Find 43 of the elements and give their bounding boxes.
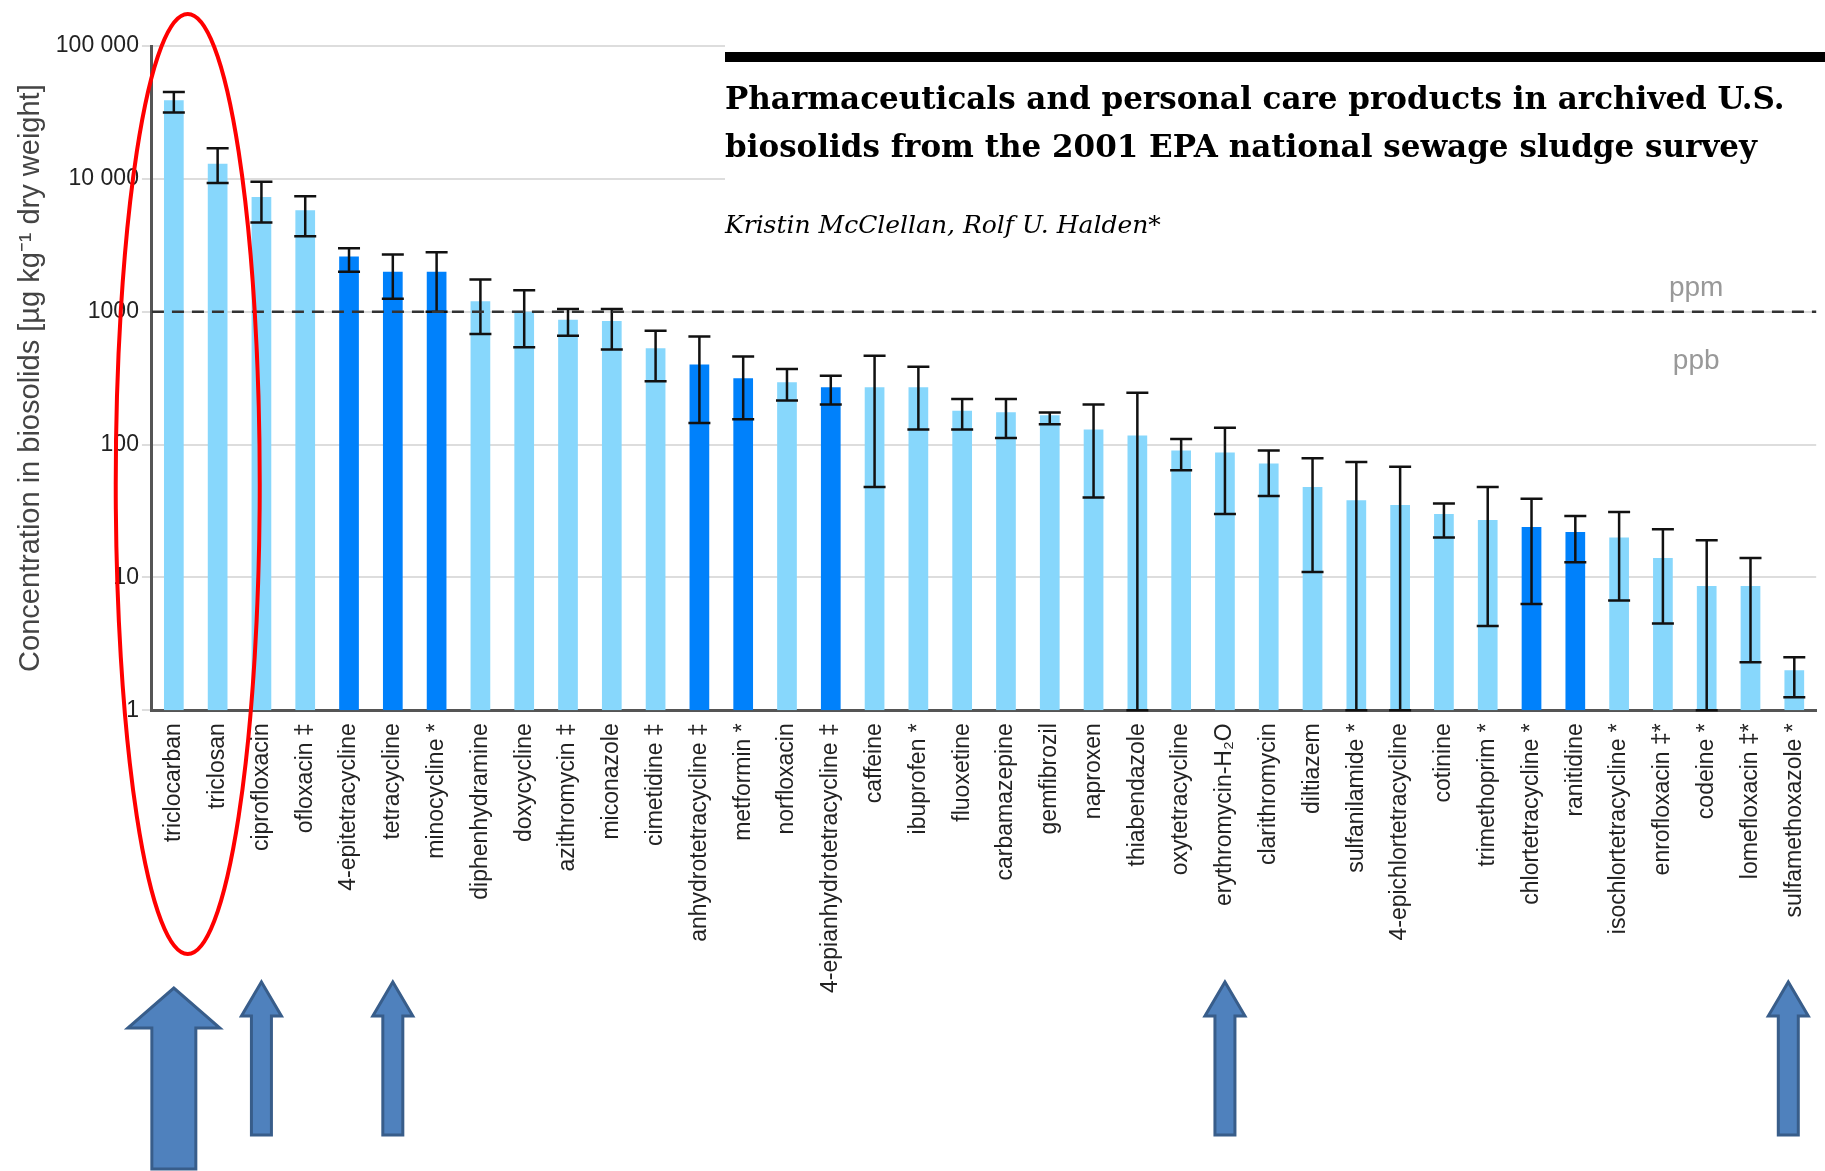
- y-tick-label: 100 000: [55, 31, 139, 58]
- x-tick-label: 4-epitetracycline: [334, 723, 361, 891]
- x-tick-label: norfloxacin: [772, 723, 799, 835]
- x-tick-label: tetracycline: [378, 723, 405, 840]
- x-tick-label: caffeine: [859, 723, 886, 804]
- x-tick-label: cimetidine ‡: [640, 723, 667, 846]
- x-tick-label: fluoxetine: [947, 723, 974, 822]
- x-tick-label: naproxen: [1078, 723, 1105, 820]
- x-tick-label: 4-epichlortetracycline: [1385, 723, 1412, 941]
- ref-line-label: ppm: [1668, 270, 1724, 302]
- x-tick-label: chlortetracycline *: [1516, 723, 1543, 905]
- x-tick-label: codeine *: [1692, 723, 1719, 820]
- x-tick-label: enrofloxacin ‡*: [1648, 723, 1675, 876]
- x-tick-label: gemfibrozil: [1035, 723, 1062, 835]
- y-axis-title: Concentration in biosolids [µg kg⁻¹ dry weight]: [13, 84, 46, 672]
- x-tick-label: azithromycin ‡: [553, 723, 580, 872]
- x-tick-label: thiabendazole: [1122, 723, 1149, 867]
- x-tick-label: doxycycline: [509, 723, 536, 843]
- x-tick-label: 4-epianhydrotetracycline ‡: [816, 723, 843, 994]
- x-tick-label: carbamazepine: [991, 723, 1018, 881]
- x-tick-label: diphenhydramine: [465, 723, 492, 900]
- x-tick-label: sulfamethoxazole *: [1779, 723, 1806, 918]
- x-tick-label: ranitidine: [1560, 723, 1587, 817]
- x-tick-label: ibuprofen *: [903, 723, 930, 835]
- x-tick-label: diltiazem: [1297, 723, 1324, 814]
- x-tick-label: sulfanilamide *: [1341, 723, 1368, 873]
- x-tick-label: clarithromycin: [1254, 723, 1281, 866]
- x-tick-label: minocycline *: [421, 723, 448, 859]
- x-tick-label: ofloxacin ‡: [290, 723, 317, 834]
- x-tick-label: oxytetracycline: [1166, 723, 1193, 876]
- x-tick-label: lomefloxacin ‡*: [1735, 723, 1762, 880]
- x-tick-label: miconazole: [597, 723, 624, 840]
- x-tick-label: cotinine: [1429, 723, 1456, 803]
- y-tick-label: 1: [126, 695, 139, 722]
- annotation: ppb: [1672, 344, 1720, 376]
- x-tick-label: isochlortetracycline *: [1604, 723, 1631, 935]
- x-tick-label: ciprofloxacin: [246, 723, 273, 852]
- x-tick-label: trimethoprim *: [1473, 723, 1500, 867]
- x-tick-label: triclocarban: [159, 723, 186, 843]
- x-tick-label: metformin *: [728, 723, 755, 841]
- x-tick-label: erythromycin-H₂O: [1210, 723, 1237, 906]
- x-tick-label: anhydrotetracycline ‡: [684, 723, 711, 942]
- x-tick-label: triclosan: [202, 723, 229, 809]
